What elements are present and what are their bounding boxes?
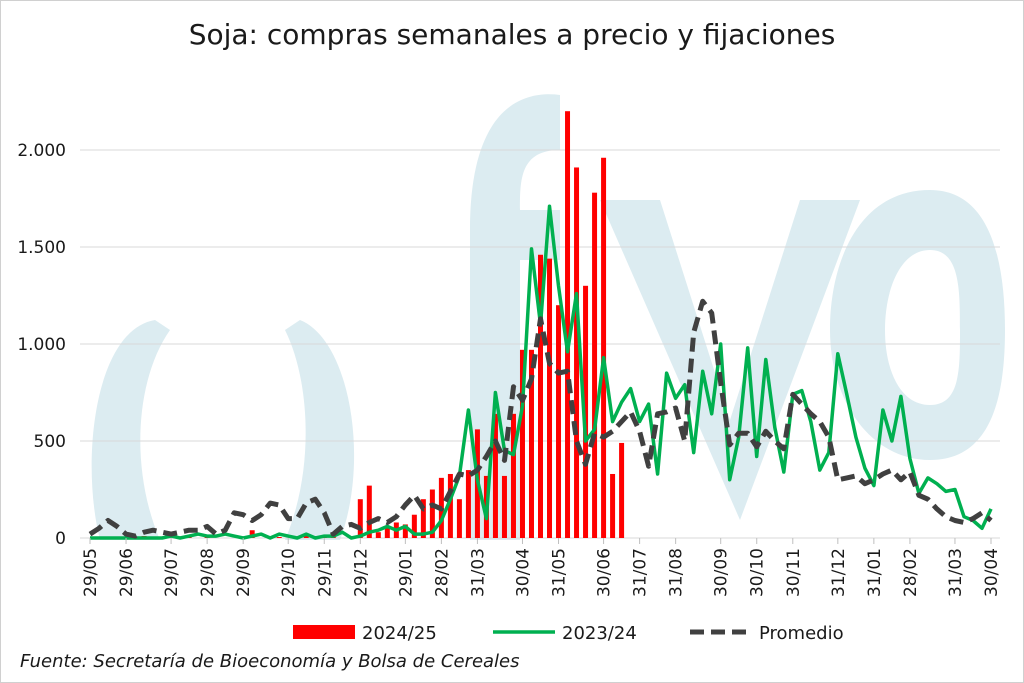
watermark (91, 94, 1005, 541)
bar (519, 349, 525, 538)
bar (547, 258, 553, 538)
x-tick-label: 29/05 (81, 548, 101, 597)
x-tick-label: 29/08 (198, 548, 218, 597)
bar (411, 514, 417, 538)
y-tick-label: 2.000 (17, 141, 66, 161)
bar (610, 473, 616, 538)
bar (601, 157, 607, 538)
bar (366, 485, 372, 538)
x-tick-label: 28/02 (432, 548, 452, 597)
bar (583, 285, 589, 538)
x-tick-label: 28/02 (901, 548, 921, 597)
x-tick-label: 31/05 (550, 548, 570, 597)
x-tick-label: 29/01 (396, 548, 416, 597)
legend-swatch (293, 625, 355, 639)
legend: 2024/25 2023/24 Promedio (293, 623, 844, 644)
chart-title: Soja: compras semanales a precio y fijac… (189, 18, 836, 51)
x-tick-label: 30/11 (784, 548, 804, 597)
plot-area (88, 111, 993, 540)
legend-label: 2023/24 (562, 623, 637, 644)
bar (565, 111, 571, 538)
bar (429, 489, 435, 538)
bar (384, 526, 390, 538)
x-tick-label: 30/04 (982, 548, 1002, 597)
legend-label: 2024/25 (362, 623, 437, 644)
x-tick-label: 31/12 (829, 548, 849, 597)
x-tick-label: 31/03 (946, 548, 966, 597)
y-tick-label: 1.000 (17, 335, 66, 355)
bar (303, 534, 309, 538)
x-tick-label: 29/10 (279, 548, 299, 597)
x-tick-label: 29/06 (117, 548, 137, 597)
bar (619, 442, 625, 538)
bar (510, 413, 516, 538)
x-tick-label: 31/03 (468, 548, 488, 597)
x-tick-label: 31/07 (631, 548, 651, 597)
bar (456, 499, 462, 538)
x-tick-label: 30/04 (513, 548, 533, 597)
x-tick-label: 31/01 (865, 548, 885, 597)
bar (574, 167, 580, 538)
bar (538, 254, 543, 538)
y-tick-label: 1.500 (17, 238, 66, 258)
bar (402, 524, 408, 538)
line-series (88, 298, 993, 539)
y-tick-label: 500 (34, 432, 66, 452)
source-note: Fuente: Secretaría de Bioeconomía y Bols… (20, 651, 520, 672)
x-tick-label: 29/07 (162, 548, 182, 597)
bar (556, 305, 562, 538)
bar (249, 530, 255, 538)
bar (492, 413, 498, 538)
x-tick-label: 31/08 (667, 548, 687, 597)
axes: 0 500 1.000 1.500 2.000 29/05 29/06 29/07 29/08 2… (17, 141, 1002, 597)
legend-label: Promedio (759, 623, 844, 644)
x-tick-label: 30/09 (712, 548, 732, 597)
bar (447, 473, 453, 538)
x-tick-label: 29/11 (315, 548, 335, 597)
x-tick-label: 29/12 (351, 548, 371, 597)
y-tick-label: 0 (55, 529, 66, 549)
x-tick-label: 30/06 (595, 548, 615, 597)
bar (528, 349, 534, 538)
bar (501, 475, 507, 538)
x-tick-label: 29/09 (234, 548, 254, 597)
bar (357, 499, 363, 538)
bar (592, 192, 598, 538)
bar (375, 532, 381, 538)
bar (465, 470, 471, 538)
x-tick-label: 30/10 (748, 548, 768, 597)
bar (276, 537, 282, 538)
bar (420, 499, 426, 538)
